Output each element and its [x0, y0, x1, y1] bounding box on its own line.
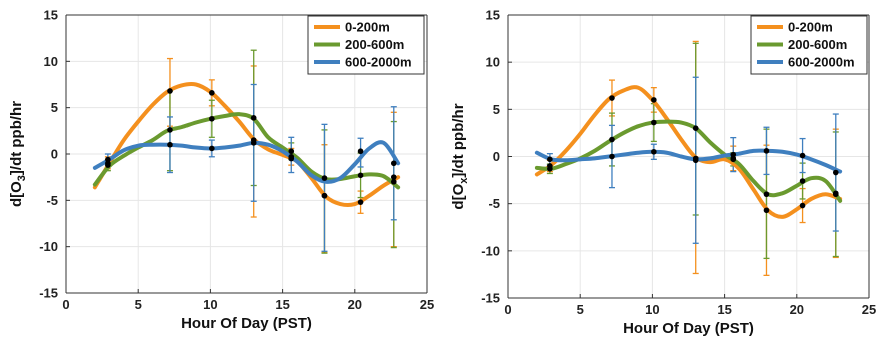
data-point: [288, 155, 295, 162]
x-axis-label: Hour Of Day (PST): [623, 320, 754, 337]
y-tick-label: -5: [46, 193, 58, 208]
x-tick-label: 5: [135, 297, 142, 312]
x-tick-label: 20: [348, 297, 362, 312]
legend-label: 600-2000m: [788, 55, 855, 70]
x-tick-label: 25: [862, 302, 876, 317]
legend-label: 200-600m: [345, 37, 404, 52]
y-tick-label: -15: [39, 286, 58, 301]
data-point: [651, 119, 657, 126]
y-tick-label: 5: [51, 100, 58, 115]
y-tick-label: 0: [51, 147, 58, 162]
x-tick-label: 10: [645, 302, 659, 317]
error-bars-200-600m: [104, 49, 397, 254]
y-tick-label: 5: [493, 102, 500, 117]
data-point: [692, 125, 699, 131]
data-point: [763, 191, 770, 198]
data-point: [357, 172, 364, 179]
x-tick-label: 15: [275, 297, 289, 312]
data-point: [209, 115, 215, 122]
y-tick-label: 0: [493, 149, 500, 164]
y-tick-label: -10: [481, 243, 500, 258]
data-point: [209, 145, 215, 152]
x-tick-label: 0: [504, 302, 511, 317]
data-point: [250, 115, 257, 121]
series-line-0-200m: [534, 85, 843, 219]
data-point: [390, 160, 397, 167]
y-tick-label: -10: [39, 239, 58, 254]
data-point: [105, 156, 111, 163]
data-point: [167, 141, 173, 148]
y-tick-label: 15: [486, 8, 500, 23]
data-point: [832, 169, 839, 176]
data-point: [390, 179, 397, 185]
data-point: [209, 90, 215, 96]
data-point: [799, 202, 806, 209]
series-line-600-2000m: [534, 148, 843, 174]
data-point: [832, 191, 839, 198]
data-point: [105, 162, 111, 168]
legend-label: 600-2000m: [345, 55, 412, 70]
data-point: [609, 95, 615, 101]
data-point: [651, 97, 657, 103]
data-point: [763, 207, 770, 214]
x-tick-label: 10: [203, 297, 217, 312]
chart-panel-left: 0 5 10 15 20 25 -15 -10 -5 0 5 10 15 Hour Of Day (PST…: [8, 8, 434, 333]
y-axis-label-suffix: ]/dt ppb/hr: [8, 101, 25, 175]
y-axis-label: d[O3]/dt ppb/hr: [8, 101, 28, 207]
data-point: [799, 178, 806, 184]
y-axis-label-subscript: x: [458, 177, 470, 184]
series-line-600-2000m: [92, 140, 401, 184]
data-point: [288, 148, 295, 155]
data-point: [547, 156, 553, 163]
legend-label: 0-200m: [788, 20, 833, 35]
data-point: [167, 88, 173, 94]
y-axis-label-suffix: ]/dt ppb/hr: [450, 103, 467, 177]
y-tick-label: 10: [44, 54, 58, 69]
data-point: [651, 148, 657, 155]
data-point: [167, 127, 173, 133]
legend-label: 200-600m: [788, 37, 847, 52]
y-axis-label-prefix: d[O: [450, 183, 467, 209]
y-tick-label: -5: [488, 196, 500, 211]
x-tick-label: 5: [577, 302, 584, 317]
data-point: [799, 152, 806, 159]
y-tick-label: -15: [481, 291, 500, 306]
y-tick-label: 15: [44, 8, 58, 23]
data-point: [321, 175, 328, 181]
data-point: [250, 140, 257, 146]
legend-label: 0-200m: [345, 20, 390, 35]
data-point: [763, 148, 770, 154]
series-line-200-600m: [92, 112, 401, 190]
data-point: [547, 165, 553, 172]
data-point: [730, 151, 737, 158]
data-point: [357, 199, 364, 205]
error-bars-0-200m: [104, 57, 397, 253]
x-tick-label: 0: [62, 297, 69, 312]
data-point: [321, 192, 328, 199]
data-point: [390, 174, 397, 180]
data-point: [609, 136, 615, 143]
series-line-200-600m: [534, 119, 843, 203]
legend: 0-200m 200-600m 600-2000m: [307, 15, 425, 75]
x-axis-label: Hour Of Day (PST): [181, 315, 312, 332]
data-point: [609, 153, 615, 160]
x-tick-label: 15: [717, 302, 731, 317]
series-line-0-200m: [92, 81, 401, 208]
data-point: [692, 157, 699, 164]
legend: 0-200m 200-600m 600-2000m: [750, 15, 868, 75]
y-axis-label-prefix: d[O: [8, 181, 25, 207]
y-axis-label-subscript: 3: [16, 175, 28, 181]
x-tick-label: 25: [420, 297, 434, 312]
x-tick-label: 20: [790, 302, 804, 317]
y-axis-label: d[Ox]/dt ppb/hr: [450, 103, 470, 209]
data-point: [357, 148, 364, 155]
y-tick-label: 10: [486, 55, 500, 70]
chart-panel-right: 0 5 10 15 20 25 -15 -10 -5 0 5 10 15 Hour Of Day (PST…: [450, 8, 876, 338]
data-point: [730, 156, 737, 163]
